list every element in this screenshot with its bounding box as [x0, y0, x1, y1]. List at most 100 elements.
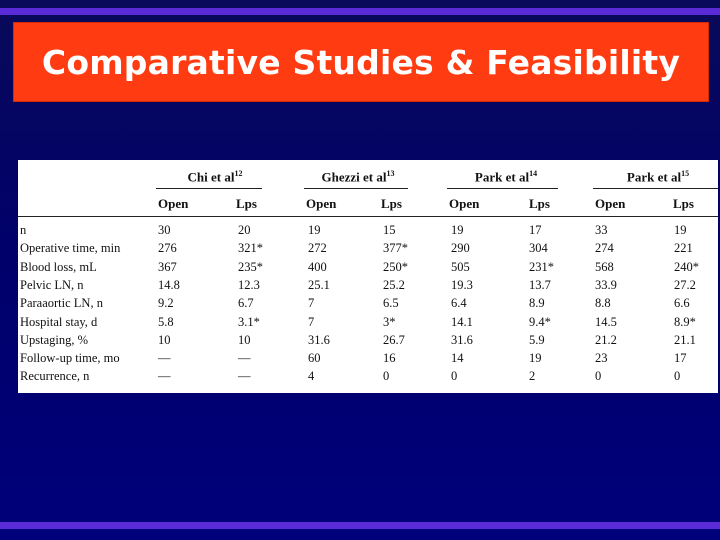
table-cell: 6.7: [238, 296, 254, 311]
row-label: Follow-up time, mo: [20, 351, 120, 366]
table-cell: 304: [529, 241, 548, 256]
table-cell: 19: [529, 351, 542, 366]
table-cell: 10: [238, 332, 251, 347]
row-label: Blood loss, mL: [20, 259, 97, 274]
table-cell: 21.2: [595, 332, 617, 347]
study-header: Park et al14: [474, 169, 538, 185]
column-header: Lps: [673, 196, 694, 211]
table-cell: 31.6: [451, 332, 473, 347]
table-cell: —: [158, 369, 171, 384]
study-underline: [593, 188, 718, 189]
table-cell: 19: [451, 223, 464, 237]
study-reference: 14: [529, 169, 538, 178]
table-cell: 17: [529, 223, 542, 237]
table-cell: 20: [238, 223, 251, 237]
comparison-table: Chi et al12 Ghezzi et al13 Park et al14 Par…: [18, 160, 718, 393]
row-label: Upstaging, %: [20, 332, 89, 347]
column-header: Lps: [236, 196, 257, 211]
table-cell: 60: [308, 351, 321, 366]
table-cell: 240*: [674, 259, 699, 274]
table-cell: 19.3: [451, 277, 473, 292]
table-cell: 17: [674, 351, 687, 366]
column-header: Open: [158, 196, 189, 211]
study-header: Park et al15: [627, 169, 690, 184]
table-cell: 21.1: [674, 332, 696, 347]
table-cell: 27.2: [674, 277, 696, 292]
table-cell: 274: [595, 241, 614, 256]
column-header: Open: [449, 196, 480, 211]
table-cell: 33.9: [595, 277, 617, 292]
table-cell: 0: [674, 369, 681, 384]
column-header: Open: [595, 196, 626, 211]
bottom-accent-bar: [0, 522, 720, 529]
row-label: Paraaortic LN, n: [20, 296, 103, 311]
table-cell: 25.2: [383, 277, 405, 292]
table-cell: 6.6: [674, 296, 690, 311]
table-cell: 568: [595, 259, 614, 274]
column-header: Lps: [381, 196, 402, 211]
table-cell: 14: [451, 351, 464, 366]
table-cell: 2: [529, 369, 536, 384]
table-cell: 16: [383, 351, 396, 366]
table-cell: 4: [308, 369, 315, 384]
column-header: Open: [306, 196, 337, 211]
table-cell: 10: [158, 332, 171, 347]
table-cell: 0: [595, 369, 602, 384]
table-cell: 19: [308, 223, 321, 237]
table-cell: 8.9*: [674, 314, 696, 329]
study-reference: 12: [234, 169, 243, 178]
study-name: Chi et al: [187, 169, 235, 185]
table-cell: 231*: [529, 259, 554, 274]
study-header: Chi et al12: [187, 169, 243, 185]
table-cell: 9.2: [158, 296, 174, 311]
table-cell: 3*: [383, 314, 396, 329]
table-cell: 3.1*: [238, 314, 260, 329]
table-cell: —: [158, 351, 171, 366]
table-cell: 14.1: [451, 314, 473, 329]
row-label: Operative time, min: [20, 241, 121, 256]
table-cell: 377*: [383, 241, 408, 256]
study-underline: [156, 188, 262, 189]
study-reference: 15: [681, 169, 690, 178]
table-cell: 7: [308, 296, 315, 311]
table-cell: 321*: [238, 241, 263, 256]
study-name: Park et al: [474, 169, 530, 185]
table-cell: —: [238, 369, 251, 384]
table-cell: 250*: [383, 259, 408, 274]
study-name: Ghezzi et al: [321, 169, 387, 185]
table-cell: —: [238, 351, 251, 366]
table-cell: 272: [308, 241, 327, 256]
slide-title: Comparative Studies & Feasibility: [41, 42, 681, 82]
table-cell: 33: [595, 223, 608, 237]
table-cell: 26.7: [383, 332, 405, 347]
table-cell: 19: [674, 223, 687, 237]
study-underline: [447, 188, 558, 189]
table-cell: 14.5: [595, 314, 617, 329]
table-cell: 5.8: [158, 314, 174, 329]
study-underline: [304, 188, 408, 189]
title-banner: Comparative Studies & Feasibility: [13, 22, 709, 102]
table-cell: 367: [158, 259, 177, 274]
table-cell: 0: [451, 369, 458, 384]
row-label: Pelvic LN, n: [20, 277, 84, 292]
table-cell: 7: [308, 314, 315, 329]
table-cell: 14.8: [158, 277, 180, 292]
table-cell: 235*: [238, 259, 263, 274]
table-cell: 400: [308, 259, 327, 274]
table-cell: 5.9: [529, 332, 545, 347]
study-reference: 13: [386, 169, 395, 178]
top-accent-bar: [0, 8, 720, 15]
table-cell: 23: [595, 351, 608, 366]
table-cell: 30: [158, 223, 171, 237]
table-cell: 290: [451, 241, 470, 256]
study-header: Ghezzi et al13: [321, 169, 395, 185]
table-cell: 15: [383, 223, 396, 237]
table-cell: 505: [451, 259, 470, 274]
row-label: Recurrence, n: [20, 369, 90, 384]
table-cell: 221: [674, 241, 693, 256]
table-cell: 276: [158, 241, 177, 256]
header-rule: [18, 216, 718, 217]
table-cell: 6.5: [383, 296, 399, 311]
row-label: Hospital stay, d: [20, 314, 98, 329]
